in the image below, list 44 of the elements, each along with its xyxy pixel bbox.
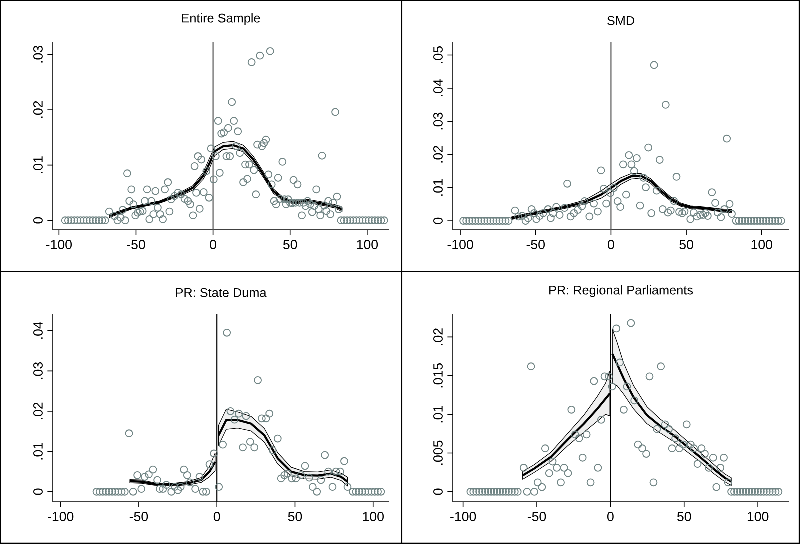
x-tick-label: 50	[678, 512, 692, 522]
x-tick-label: 0	[608, 240, 614, 250]
x-tick-label: -50	[528, 512, 546, 522]
x-tick-label: 50	[288, 512, 302, 522]
y-tick-label: .03	[34, 46, 43, 63]
y-tick-label: .005	[434, 440, 443, 466]
chart-title: PR: Regional Parliaments	[550, 285, 694, 298]
y-tick-label: .02	[434, 146, 443, 163]
x-tick-label: 100	[748, 512, 769, 522]
chart-title: Entire Sample	[182, 13, 260, 26]
y-tick-label: .02	[34, 402, 43, 420]
chart-title: PR: State Duma	[176, 288, 267, 298]
y-tick-label: 0	[34, 217, 43, 224]
y-tick-label: .01	[34, 443, 43, 460]
y-tick-label: 0	[434, 488, 443, 496]
x-tick-label: 100	[357, 240, 378, 250]
x-tick-label: -100	[46, 240, 72, 250]
y-tick-label: .05	[434, 46, 443, 64]
y-tick-label: .02	[434, 328, 443, 346]
y-tick-label: .01	[434, 406, 443, 423]
y-tick-label: .03	[34, 362, 43, 380]
y-tick-label: .01	[34, 156, 43, 174]
x-tick-label: 0	[608, 512, 614, 522]
x-tick-label: -50	[526, 240, 545, 250]
y-tick-label: 0	[434, 218, 443, 224]
x-tick-label: -50	[127, 240, 146, 250]
x-tick-label: 50	[283, 240, 298, 250]
y-tick-label: .04	[434, 80, 443, 96]
x-tick-label: 0	[214, 512, 220, 522]
x-tick-label: -100	[450, 512, 476, 522]
y-tick-label: .01	[434, 179, 443, 196]
x-tick-label: -100	[448, 240, 474, 250]
y-tick-label: .04	[34, 322, 43, 339]
y-tick-label: .015	[434, 363, 443, 388]
x-tick-label: -100	[48, 512, 74, 522]
x-tick-label: 100	[363, 512, 384, 522]
x-tick-label: 0	[210, 240, 216, 250]
y-tick-label: 0	[34, 488, 43, 496]
y-tick-label: .03	[434, 112, 443, 130]
chart-title: SMD	[608, 16, 634, 26]
x-tick-label: -50	[130, 512, 148, 522]
x-tick-label: 100	[752, 240, 772, 250]
x-tick-label: 50	[680, 240, 694, 250]
y-tick-label: .02	[34, 101, 43, 118]
